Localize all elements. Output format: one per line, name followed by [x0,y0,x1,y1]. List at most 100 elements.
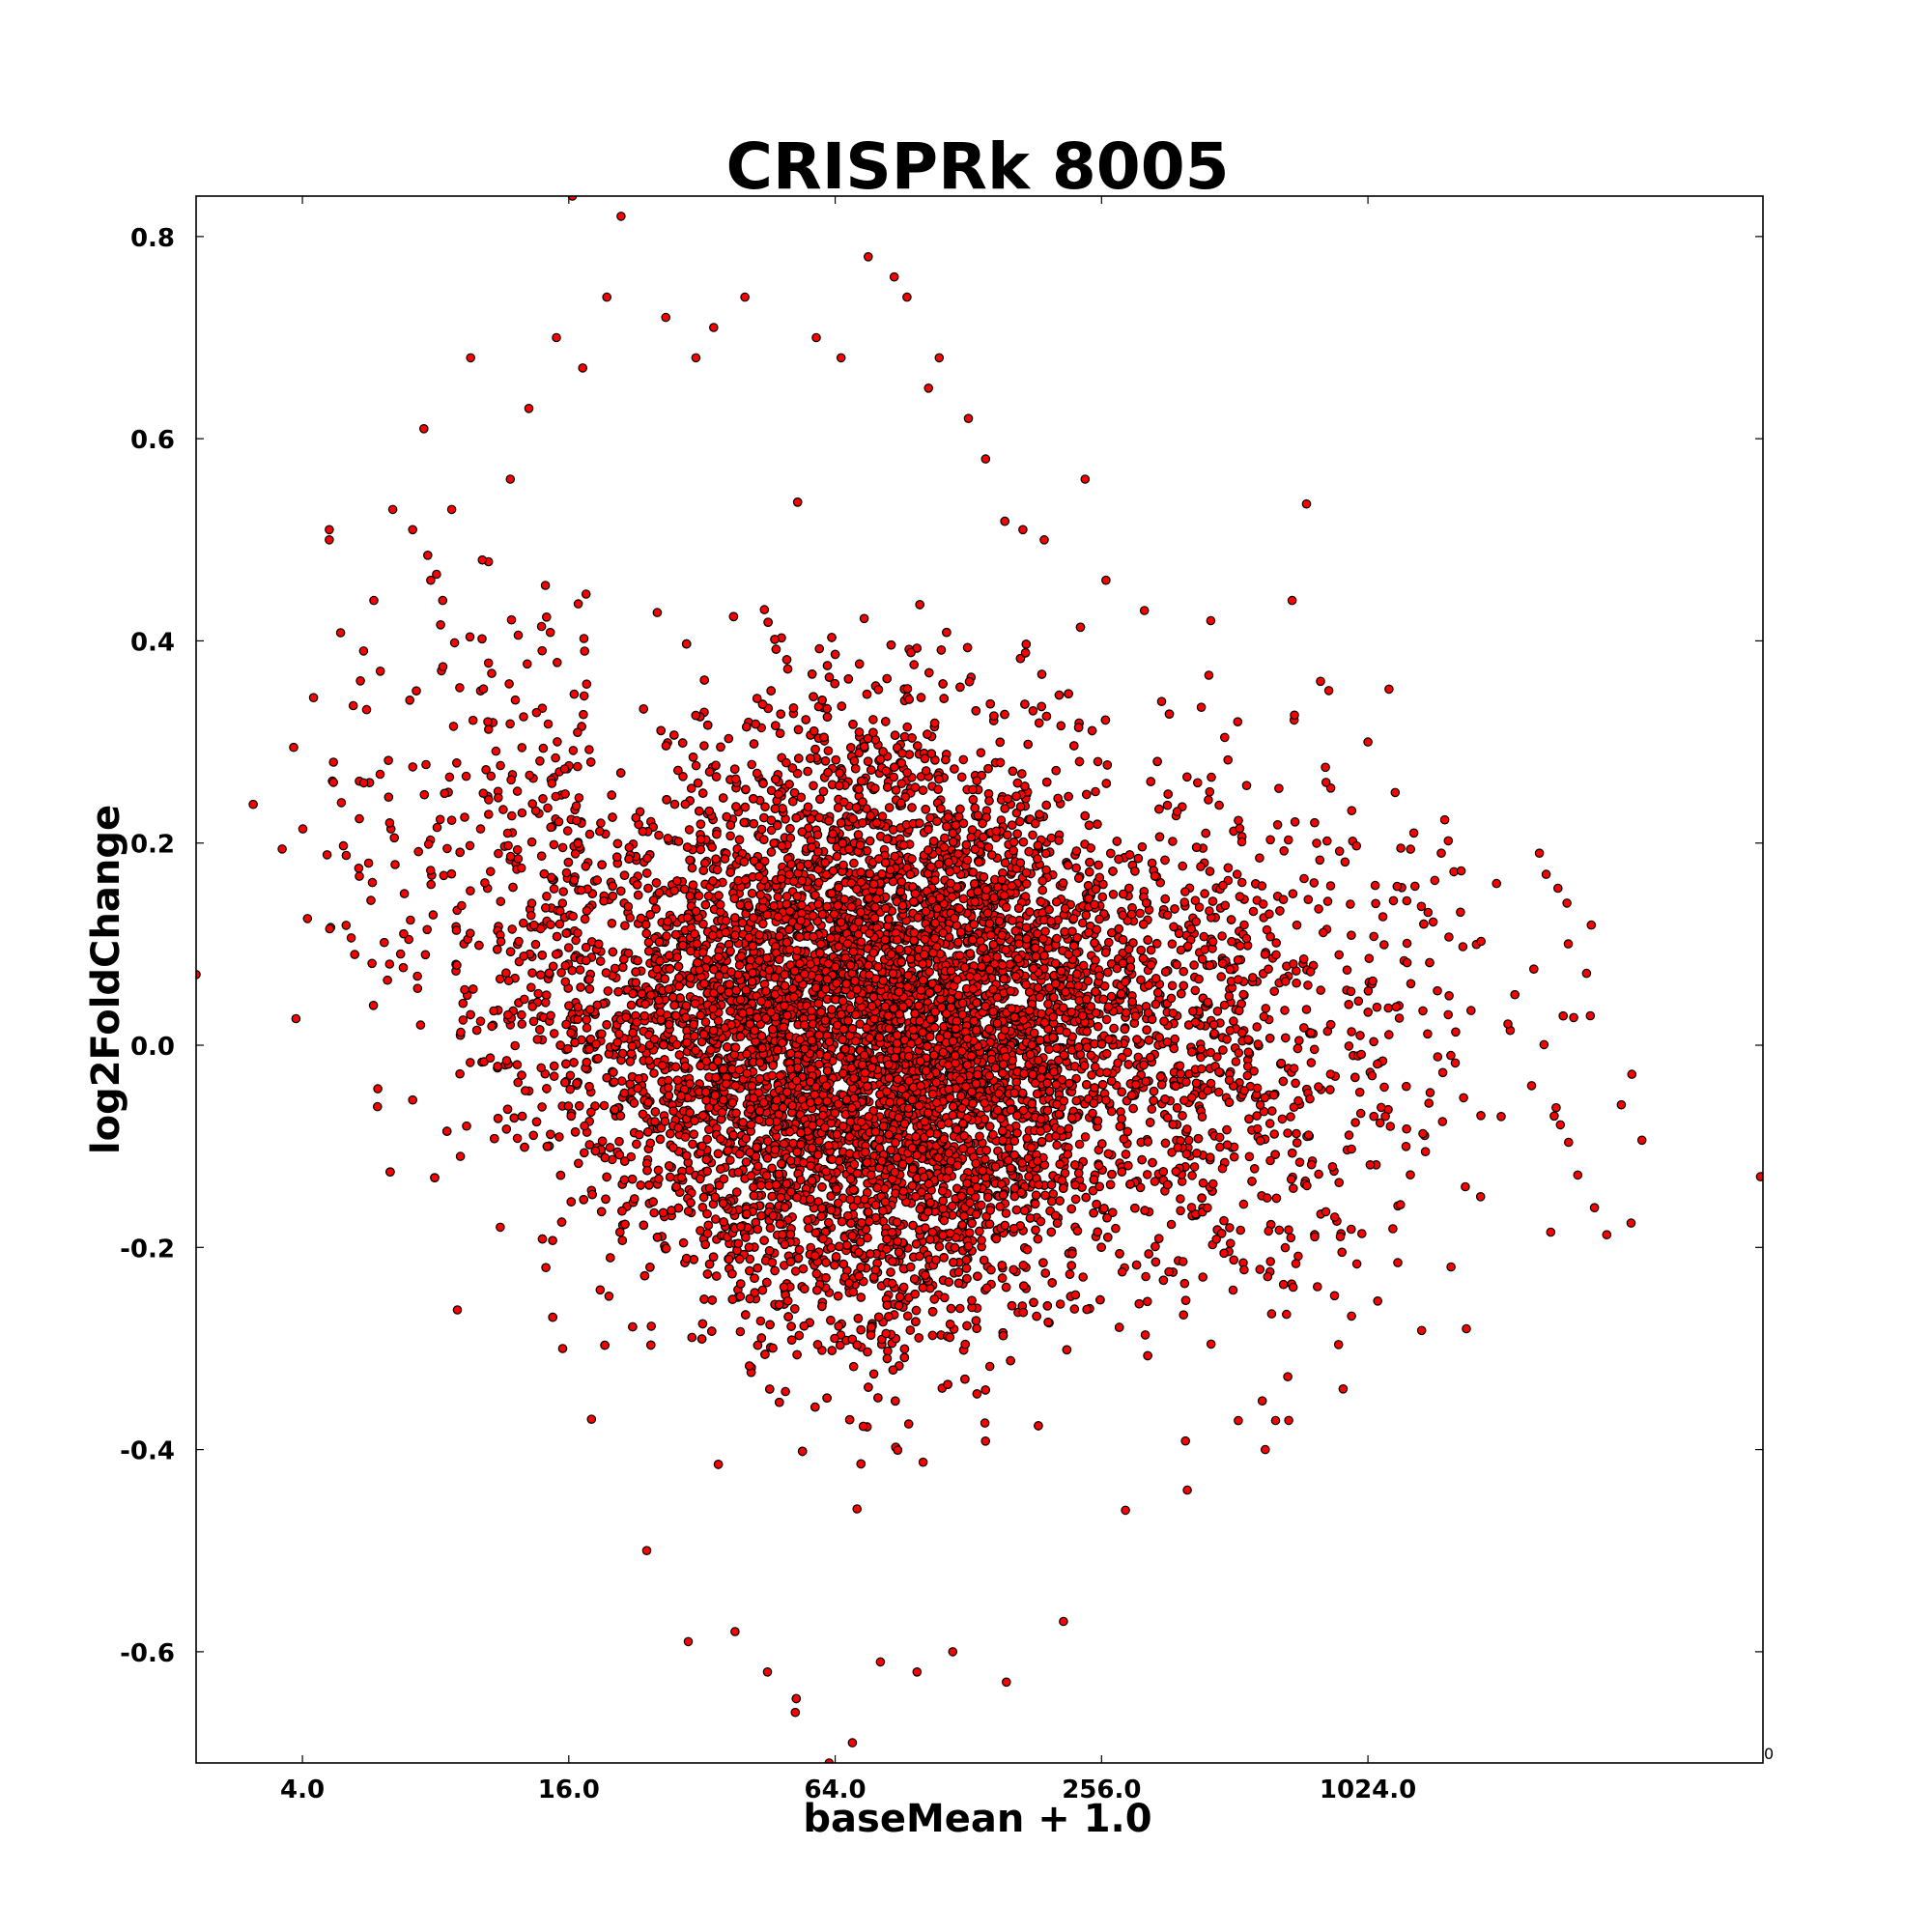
data-point [616,1076,627,1086]
data-point [1101,1014,1112,1025]
data-point [725,831,735,841]
data-point [1086,843,1095,853]
data-point [1141,1271,1151,1282]
data-point [1011,808,1022,818]
data-point [814,643,824,654]
data-point [1147,1104,1157,1114]
data-point [983,842,994,852]
data-point [614,1136,624,1147]
data-point [954,1303,965,1314]
data-point [735,1326,746,1337]
data-point [549,1029,559,1038]
data-point [852,1504,862,1514]
data-point [1117,1266,1127,1277]
data-point [680,1132,691,1142]
data-point [599,1100,610,1111]
data-point [848,1361,859,1372]
data-point [1052,1140,1062,1151]
data-point [1093,1021,1103,1032]
points-layer [196,196,1763,1763]
data-point [995,1202,1006,1211]
data-point [1140,1330,1151,1340]
data-point [977,1236,986,1245]
data-point [830,1333,839,1344]
data-point [512,1133,523,1144]
data-point [767,1163,777,1174]
data-point [683,1207,694,1216]
data-point [1135,908,1145,919]
data-point [755,1316,766,1326]
data-point [543,803,553,813]
data-point [809,781,818,791]
data-point [704,1183,715,1193]
data-point [1143,1296,1152,1307]
data-point [859,613,869,624]
data-point [1107,1106,1117,1117]
data-point [980,1418,990,1428]
data-point [678,1237,689,1248]
data-point [652,608,663,617]
data-point [903,1419,914,1429]
data-point [902,1311,913,1321]
data-point [1111,1223,1121,1234]
data-point [691,760,701,771]
data-point [1091,786,1100,797]
data-point [1074,1139,1085,1150]
data-point [766,825,777,836]
data-point [596,818,606,828]
data-point [1142,1170,1152,1179]
data-point [1069,1304,1080,1314]
data-point [649,1068,659,1078]
data-point [1080,1132,1091,1142]
data-point [1056,721,1066,731]
data-point [1255,853,1264,863]
data-point [573,761,582,772]
data-point [724,733,734,744]
data-point [699,741,709,751]
data-point [1054,836,1064,845]
data-point [533,988,543,999]
data-point [1078,1272,1088,1282]
data-point [1342,965,1352,975]
data-point [868,1369,879,1379]
data-point [1264,1119,1275,1128]
data-point [868,715,878,724]
data-point [710,1214,721,1224]
data-point [1137,841,1148,852]
data-point [395,949,406,959]
data-point [781,1386,790,1397]
data-point [980,1436,990,1446]
data-point [984,1361,995,1372]
data-point [1212,1052,1222,1062]
data-point [573,1158,583,1169]
data-point [649,1208,659,1218]
data-point [604,1292,614,1301]
data-point [759,605,770,614]
data-point [909,660,919,669]
data-point [548,1236,557,1245]
data-point [1028,705,1038,716]
data-point [646,1321,656,1331]
data-point [1055,1299,1065,1309]
data-point [422,924,432,935]
data-point [1150,1177,1160,1186]
data-point [1041,865,1051,875]
data-point [548,961,558,972]
data-point [1078,918,1088,928]
data-point [958,754,969,765]
data-point [654,830,664,840]
data-point [594,826,605,837]
data-point [832,851,842,862]
data-point [1093,756,1103,767]
data-point [745,1254,755,1264]
data-point [669,799,680,810]
data-point [1355,1031,1365,1040]
data-point [902,722,912,732]
data-point [1106,991,1117,1002]
data-point [958,894,969,904]
data-point [773,892,783,902]
data-point [475,1016,486,1026]
data-point [1087,1070,1096,1080]
data-point [684,825,695,835]
